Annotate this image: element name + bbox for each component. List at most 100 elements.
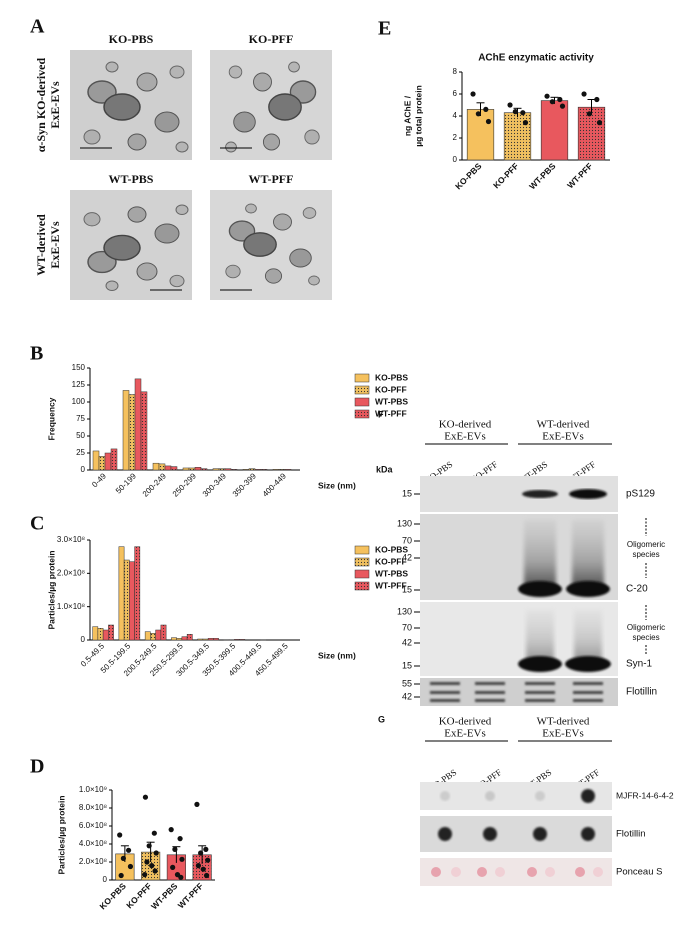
bar — [98, 456, 106, 471]
bar — [186, 634, 193, 641]
antibody-label: MJFR-14-6-4-2 — [616, 790, 674, 800]
antibody-label: Syn-1 — [626, 659, 653, 670]
bar — [150, 633, 156, 641]
data-point — [512, 109, 518, 115]
y-tick-label: 3.0×10⁸ — [57, 535, 85, 544]
x-tick-label: WT-PBS — [527, 161, 558, 192]
kda-marker: 70 — [402, 535, 412, 545]
bar — [188, 467, 196, 471]
y-tick-label: 50 — [76, 431, 85, 440]
y-axis-label: µg total protein — [413, 85, 423, 147]
kda-marker: 15 — [402, 660, 412, 670]
kda-marker: 130 — [397, 518, 412, 528]
y-tick-label: 6.0×10⁸ — [79, 821, 107, 830]
x-tick-label: 350-399 — [231, 471, 259, 499]
x-tick-label: 0-49 — [90, 471, 108, 489]
legend-label: WT-PFF — [375, 580, 407, 590]
data-point — [522, 120, 529, 126]
data-point — [146, 843, 152, 849]
data-point — [142, 872, 148, 878]
legend-swatch — [354, 397, 370, 407]
row-label: WT-derived — [34, 214, 48, 276]
bar — [260, 469, 268, 471]
bar — [158, 463, 166, 471]
bar — [118, 546, 125, 641]
kda-marker: 42 — [402, 637, 412, 647]
y-tick-label: 25 — [76, 448, 85, 457]
bar — [207, 638, 214, 641]
antibody-label: species — [632, 633, 659, 642]
bar — [123, 559, 130, 641]
legend-label: KO-PBS — [375, 372, 408, 382]
chart-title: AChE enzymatic activity — [478, 53, 594, 64]
data-point — [144, 859, 150, 865]
antibody-label: Oligomeric — [627, 623, 665, 632]
row-label: α-Syn KO-derived — [34, 57, 48, 152]
y-tick-label: 0 — [81, 465, 86, 474]
bar — [242, 469, 250, 471]
group-label: ExE-EVs — [444, 728, 486, 740]
data-point — [142, 794, 149, 800]
legend-swatch — [354, 409, 370, 419]
bar — [144, 631, 151, 641]
y-tick-label: 125 — [72, 380, 86, 389]
legend-label: WT-PBS — [375, 396, 408, 406]
row-label: ExE-EVs — [48, 81, 62, 129]
data-point — [179, 856, 185, 862]
data-point — [596, 120, 603, 126]
x-tick-label: 50-199 — [114, 471, 138, 495]
y-tick-label: 4 — [453, 111, 458, 120]
bar — [212, 468, 220, 471]
y-tick-label: 2 — [453, 133, 458, 142]
data-point — [152, 868, 158, 874]
y-axis-label: Particles/µg protein — [46, 550, 56, 629]
bar — [254, 469, 262, 471]
group-label: WT-derived — [537, 419, 590, 431]
y-tick-label: 0 — [103, 875, 108, 884]
data-point — [153, 850, 159, 856]
bar — [272, 469, 280, 471]
bar — [110, 448, 118, 471]
data-point — [195, 863, 202, 869]
group-label: KO-derived — [439, 716, 492, 728]
kda-marker: 130 — [397, 606, 412, 616]
group-label: WT-derived — [537, 716, 590, 728]
kda-marker: 42 — [402, 691, 412, 701]
bar — [224, 468, 232, 471]
data-point — [549, 99, 555, 105]
column-title: WT-PBS — [109, 172, 154, 186]
panel-label: F — [378, 409, 384, 419]
legend-swatch — [354, 569, 370, 579]
dot-blot: G KO-derived ExE-EVs WT-derived ExE-EVs … — [378, 714, 674, 886]
data-point — [475, 111, 481, 117]
data-point — [483, 106, 489, 112]
bar — [134, 546, 141, 641]
data-point — [120, 855, 126, 862]
antibody-label: Ponceau S — [616, 867, 662, 878]
data-point — [594, 96, 600, 103]
x-tick-label: 250-299 — [171, 471, 199, 499]
y-tick-label: 0 — [81, 635, 86, 644]
kda-marker: 70 — [402, 622, 412, 632]
antibody-label: Oligomeric — [627, 540, 665, 549]
kda-marker: 55 — [402, 678, 412, 688]
data-point — [203, 846, 209, 853]
data-point — [117, 832, 123, 838]
bar — [129, 561, 135, 641]
group-label: ExE-EVs — [444, 431, 486, 443]
bar — [239, 639, 246, 641]
micrograph — [70, 50, 192, 160]
panel-label: C — [30, 513, 44, 535]
legend-label: WT-PBS — [375, 568, 408, 578]
legend-label: KO-PFF — [375, 384, 407, 394]
bar — [197, 638, 204, 641]
data-point — [125, 847, 132, 853]
bar — [155, 629, 162, 641]
kda-marker: 15 — [402, 584, 412, 594]
bar — [97, 628, 104, 641]
data-point — [203, 872, 210, 879]
antibody-label: Flotillin — [626, 687, 657, 698]
y-axis-label: ng AChE / — [402, 95, 412, 136]
bar — [284, 469, 292, 471]
x-tick-label: KO-PBS — [453, 161, 484, 192]
